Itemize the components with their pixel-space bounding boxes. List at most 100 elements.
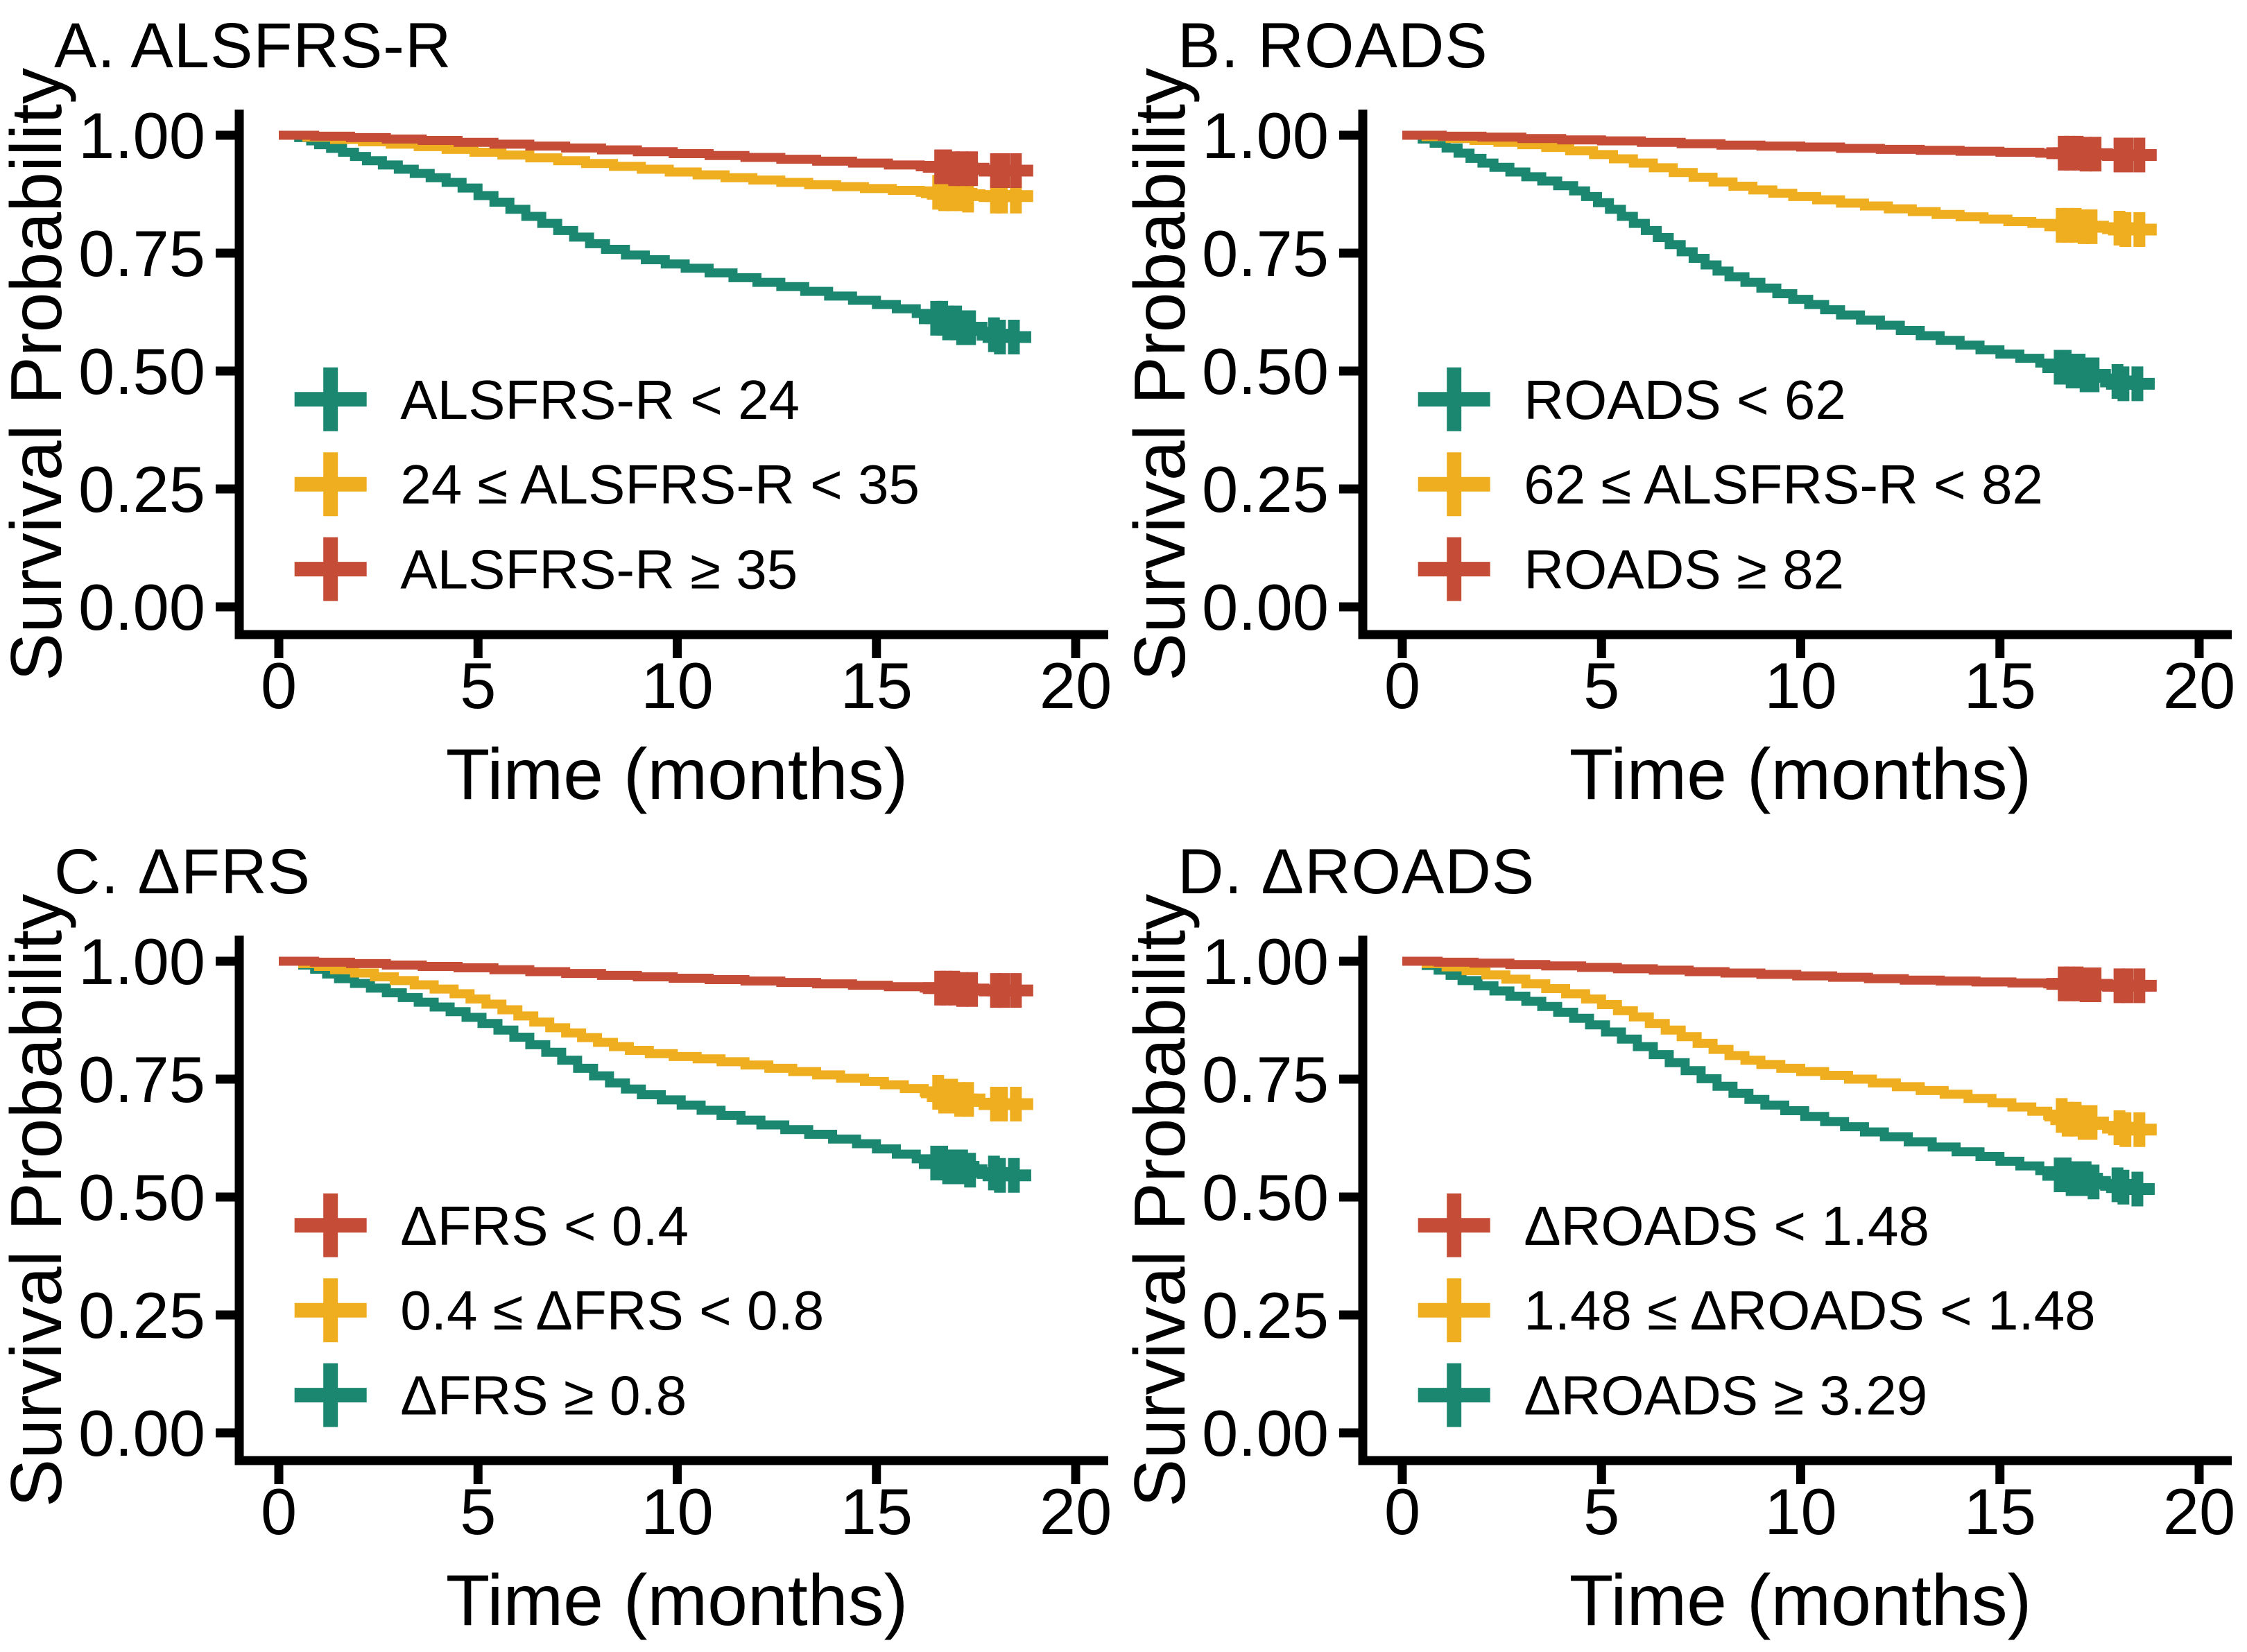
x-axis-label: Time (months)	[446, 1560, 908, 1641]
legend-label: ΔROADS ≥ 3.29	[1524, 1365, 1927, 1427]
censor-marks	[2046, 135, 2157, 173]
tick-marks	[1339, 130, 2204, 658]
x-tick-label: 0	[1384, 649, 1420, 722]
censor-marks	[2044, 1098, 2157, 1147]
legend-label: 24 ≤ ALSFRS-R < 35	[400, 454, 920, 515]
legend-entry: ΔFRS ≥ 0.8	[294, 1363, 687, 1427]
x-tick-label: 0	[261, 649, 297, 722]
tick-marks	[216, 130, 1081, 658]
tick-marks	[216, 956, 1081, 1484]
tick-marks	[1339, 956, 2204, 1484]
y-axis-label: Survival Probability	[1124, 894, 1200, 1507]
x-tick-label: 10	[641, 1475, 714, 1548]
y-tick-label: 0.25	[1202, 453, 1329, 526]
x-tick-label: 20	[1040, 649, 1112, 722]
km-curve	[279, 130, 1020, 175]
legend-entry: ROADS ≥ 82	[1418, 537, 1844, 601]
panel-c-title: C. ΔFRS	[54, 836, 311, 907]
km-curve	[279, 956, 1020, 1109]
panel-d-title: D. ΔROADS	[1178, 836, 1535, 907]
panel-b-title: B. ROADS	[1178, 10, 1488, 81]
censor-marks	[918, 300, 1031, 355]
y-tick-label: 0.50	[1202, 1161, 1329, 1234]
legend-label: ROADS ≥ 82	[1524, 539, 1844, 601]
km-curve	[1402, 130, 2144, 388]
legend: ROADS < 62 62 ≤ ALSFRS-R < 82 ROADS ≥ 82	[1418, 367, 2043, 601]
panel-b: B. ROADS 1.00 0.75 0.50 0.25 0.00 0 5 10 15 20 Tim…	[1124, 0, 2247, 826]
x-tick-label: 10	[641, 649, 714, 722]
km-chart-panel-c: 1.00 0.75 0.50 0.25 0.00 0 5 10 15 20 Time (months…	[0, 894, 1112, 1641]
legend-label: ΔFRS ≥ 0.8	[400, 1365, 687, 1427]
legend-entry: 1.48 ≤ ΔROADS < 1.48	[1418, 1278, 2096, 1343]
y-tick-label: 0.25	[1202, 1279, 1329, 1352]
legend-entry: ΔROADS < 1.48	[1418, 1193, 1929, 1257]
tick-labels: 1.00 0.75 0.50 0.25 0.00 0 5 10 15 20	[1202, 99, 2235, 722]
y-tick-label: 0.50	[78, 1161, 205, 1234]
legend-label: ΔROADS < 1.48	[1524, 1195, 1929, 1257]
tick-labels: 1.00 0.75 0.50 0.25 0.00 0 5 10 15 20	[78, 99, 1112, 722]
y-tick-label: 0.50	[1202, 335, 1329, 408]
x-tick-label: 10	[1764, 1475, 1837, 1548]
km-curve	[279, 956, 1020, 995]
y-tick-label: 0.00	[78, 571, 205, 644]
censor-marks	[922, 149, 1033, 188]
x-tick-label: 15	[1963, 649, 2036, 722]
panel-a: A. ALSFRS-R 1.00 0.75 0.50 0.25 0.00 0 5 10 15 20…	[0, 0, 1124, 826]
x-tick-label: 20	[2163, 1475, 2236, 1548]
y-tick-label: 1.00	[78, 99, 205, 172]
legend: ALSFRS-R < 24 24 ≤ ALSFRS-R < 35 ALSFRS-R …	[294, 367, 920, 601]
y-tick-label: 0.75	[78, 217, 205, 290]
x-tick-label: 15	[840, 649, 913, 722]
tick-labels: 1.00 0.75 0.50 0.25 0.00 0 5 10 15 20	[78, 925, 1112, 1548]
y-tick-label: 0.50	[78, 335, 205, 408]
legend: ΔFRS < 0.4 0.4 ≤ ΔFRS < 0.8 ΔFRS ≥ 0.8	[294, 1193, 824, 1427]
x-tick-label: 20	[2163, 649, 2236, 722]
y-tick-label: 0.00	[1202, 571, 1329, 644]
censor-marks	[920, 1075, 1033, 1122]
legend-entry: 62 ≤ ALSFRS-R < 82	[1418, 452, 2043, 517]
x-tick-label: 15	[840, 1475, 913, 1548]
x-axis-label: Time (months)	[446, 734, 908, 815]
km-curve	[279, 130, 1020, 342]
y-tick-label: 1.00	[78, 925, 205, 998]
y-tick-label: 0.75	[1202, 217, 1329, 290]
km-chart-panel-d: 1.00 0.75 0.50 0.25 0.00 0 5 10 15 20 Time (months…	[1124, 894, 2236, 1641]
legend-entry: 0.4 ≤ ΔFRS < 0.8	[294, 1278, 824, 1343]
legend-entry: ALSFRS-R ≥ 35	[294, 537, 798, 601]
legend-label: ALSFRS-R ≥ 35	[400, 539, 798, 601]
legend-label: 0.4 ≤ ΔFRS < 0.8	[400, 1280, 824, 1341]
x-tick-label: 0	[1384, 1475, 1420, 1548]
censor-marks	[922, 970, 1033, 1008]
x-tick-label: 5	[460, 649, 496, 722]
y-tick-label: 1.00	[1202, 925, 1329, 998]
km-chart-panel-a: 1.00 0.75 0.50 0.25 0.00 0 5 10 15 20 Time (months…	[0, 68, 1112, 815]
x-tick-label: 5	[1583, 649, 1619, 722]
censor-marks	[2044, 207, 2157, 247]
panel-d: D. ΔROADS 1.00 0.75 0.50 0.25 0.00 0 5 10 15 20 Ti…	[1124, 826, 2247, 1652]
km-curve	[1402, 130, 2144, 160]
x-tick-label: 20	[1040, 1475, 1112, 1548]
y-axis-label: Survival Probability	[1124, 68, 1200, 681]
x-tick-label: 5	[1583, 1475, 1619, 1548]
y-tick-label: 0.75	[78, 1043, 205, 1116]
legend-label: ROADS < 62	[1524, 369, 1846, 431]
legend-entry: ΔFRS < 0.4	[294, 1193, 689, 1257]
x-tick-label: 0	[261, 1475, 297, 1548]
km-chart-panel-b: 1.00 0.75 0.50 0.25 0.00 0 5 10 15 20 Time (months…	[1124, 68, 2235, 815]
km-curve	[1402, 130, 2144, 234]
legend-entry: ΔROADS ≥ 3.29	[1418, 1363, 1927, 1427]
legend-label: 1.48 ≤ ΔROADS < 1.48	[1524, 1280, 2095, 1341]
legend-label: ALSFRS-R < 24	[400, 369, 800, 431]
legend-label: ΔFRS < 0.4	[400, 1195, 689, 1257]
legend: ΔROADS < 1.48 1.48 ≤ ΔROADS < 1.48 ΔROADS …	[1418, 1193, 2096, 1427]
legend-entry: ROADS < 62	[1418, 367, 1846, 431]
km-curve	[1402, 956, 2144, 990]
y-tick-label: 0.00	[1202, 1397, 1329, 1470]
panel-a-title: A. ALSFRS-R	[54, 10, 452, 81]
y-tick-label: 0.25	[78, 453, 205, 526]
censor-marks	[918, 1146, 1031, 1193]
y-axis-label: Survival Probability	[0, 68, 77, 681]
legend-entry: ALSFRS-R < 24	[294, 367, 800, 431]
legend-label: 62 ≤ ALSFRS-R < 82	[1524, 454, 2043, 515]
